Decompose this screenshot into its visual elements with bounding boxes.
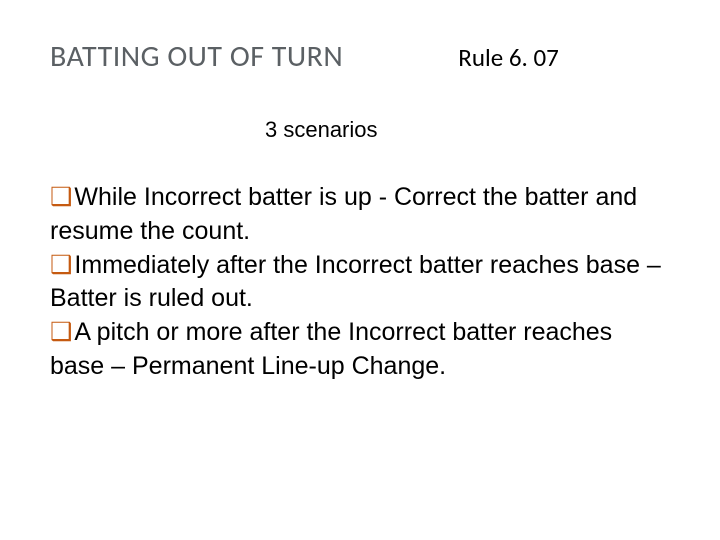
subheading: 3 scenarios — [265, 117, 670, 143]
bullet-text: A pitch or more after the Incorrect batt… — [50, 318, 612, 380]
bullet-text: While Incorrect batter is up - Correct t… — [50, 183, 637, 245]
square-bullet-icon: ❑ — [50, 249, 72, 283]
bullet-item: ❑While Incorrect batter is up - Correct … — [50, 181, 670, 249]
header-row: BATTING OUT OF TURN Rule 6. 07 — [50, 38, 670, 75]
bullet-text: Immediately after the Incorrect batter r… — [50, 251, 661, 313]
square-bullet-icon: ❑ — [50, 181, 72, 215]
bullet-item: ❑A pitch or more after the Incorrect bat… — [50, 316, 670, 384]
slide: BATTING OUT OF TURN Rule 6. 07 3 scenari… — [0, 0, 720, 540]
bullet-item: ❑Immediately after the Incorrect batter … — [50, 249, 670, 317]
square-bullet-icon: ❑ — [50, 316, 72, 350]
body-text: ❑While Incorrect batter is up - Correct … — [50, 181, 670, 384]
rule-number: Rule 6. 07 — [458, 42, 559, 73]
slide-title: BATTING OUT OF TURN — [50, 38, 343, 75]
